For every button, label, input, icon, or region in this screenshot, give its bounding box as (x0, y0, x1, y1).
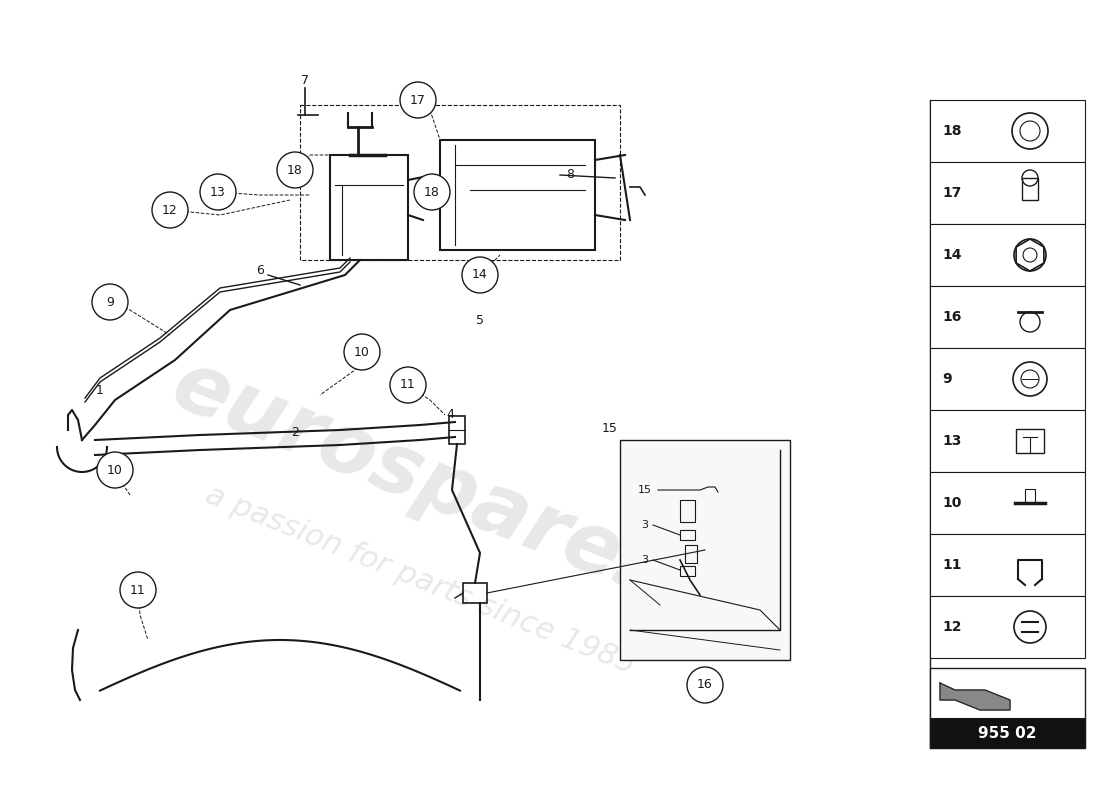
Circle shape (200, 174, 236, 210)
Circle shape (92, 284, 128, 320)
Text: 955 02: 955 02 (978, 726, 1036, 741)
Circle shape (414, 174, 450, 210)
Text: 10: 10 (354, 346, 370, 358)
Text: 3: 3 (641, 555, 649, 565)
Text: 2: 2 (292, 426, 299, 439)
Text: eurospares: eurospares (161, 344, 680, 616)
Bar (930, 100, 1085, 162)
Bar (930, 286, 1085, 348)
Circle shape (390, 367, 426, 403)
Bar (930, 472, 1085, 534)
Text: 8: 8 (566, 169, 574, 182)
Bar (930, 668, 1085, 748)
Text: 11: 11 (400, 378, 416, 391)
Text: 6: 6 (256, 263, 264, 277)
Bar (930, 534, 1085, 596)
Text: 13: 13 (942, 434, 961, 448)
Text: 4: 4 (447, 409, 454, 422)
Circle shape (277, 152, 313, 188)
Text: 14: 14 (942, 248, 961, 262)
Bar (930, 162, 1085, 224)
Circle shape (344, 334, 380, 370)
Text: 9: 9 (106, 295, 114, 309)
Text: 10: 10 (942, 496, 961, 510)
Bar (930, 410, 1085, 472)
Polygon shape (940, 683, 1010, 710)
Bar (930, 348, 1085, 410)
Text: 12: 12 (942, 620, 961, 634)
Text: 15: 15 (602, 422, 618, 434)
Text: 9: 9 (942, 372, 952, 386)
Circle shape (462, 257, 498, 293)
Circle shape (152, 192, 188, 228)
Bar (330, 155, 408, 260)
Text: 11: 11 (130, 583, 146, 597)
Text: 7: 7 (301, 74, 309, 86)
Bar (1025, 489, 1035, 503)
Text: 10: 10 (107, 463, 123, 477)
Circle shape (400, 82, 436, 118)
Circle shape (120, 572, 156, 608)
Text: 16: 16 (697, 678, 713, 691)
Text: 18: 18 (942, 124, 961, 138)
Text: 18: 18 (425, 186, 440, 198)
Text: 5: 5 (476, 314, 484, 326)
Bar (620, 440, 790, 660)
Bar (930, 718, 1085, 748)
Circle shape (688, 667, 723, 703)
Bar (1022, 178, 1038, 200)
Bar (680, 566, 695, 576)
Text: 18: 18 (287, 163, 303, 177)
Text: 17: 17 (942, 186, 961, 200)
Bar (440, 140, 595, 250)
Text: a passion for parts since 1985: a passion for parts since 1985 (201, 480, 639, 680)
Bar (930, 596, 1085, 658)
Text: 12: 12 (162, 203, 178, 217)
Text: 13: 13 (210, 186, 225, 198)
Bar (685, 545, 697, 563)
Circle shape (97, 452, 133, 488)
Bar (463, 583, 487, 603)
Text: 1: 1 (96, 383, 103, 397)
Text: 14: 14 (472, 269, 488, 282)
Text: 15: 15 (638, 485, 652, 495)
Text: 11: 11 (942, 558, 961, 572)
Text: 17: 17 (410, 94, 426, 106)
Text: 16: 16 (942, 310, 961, 324)
Bar (680, 500, 695, 522)
Bar (930, 224, 1085, 286)
Bar (1016, 429, 1044, 453)
Bar (449, 416, 465, 444)
Text: 3: 3 (641, 520, 649, 530)
Bar (680, 530, 695, 540)
